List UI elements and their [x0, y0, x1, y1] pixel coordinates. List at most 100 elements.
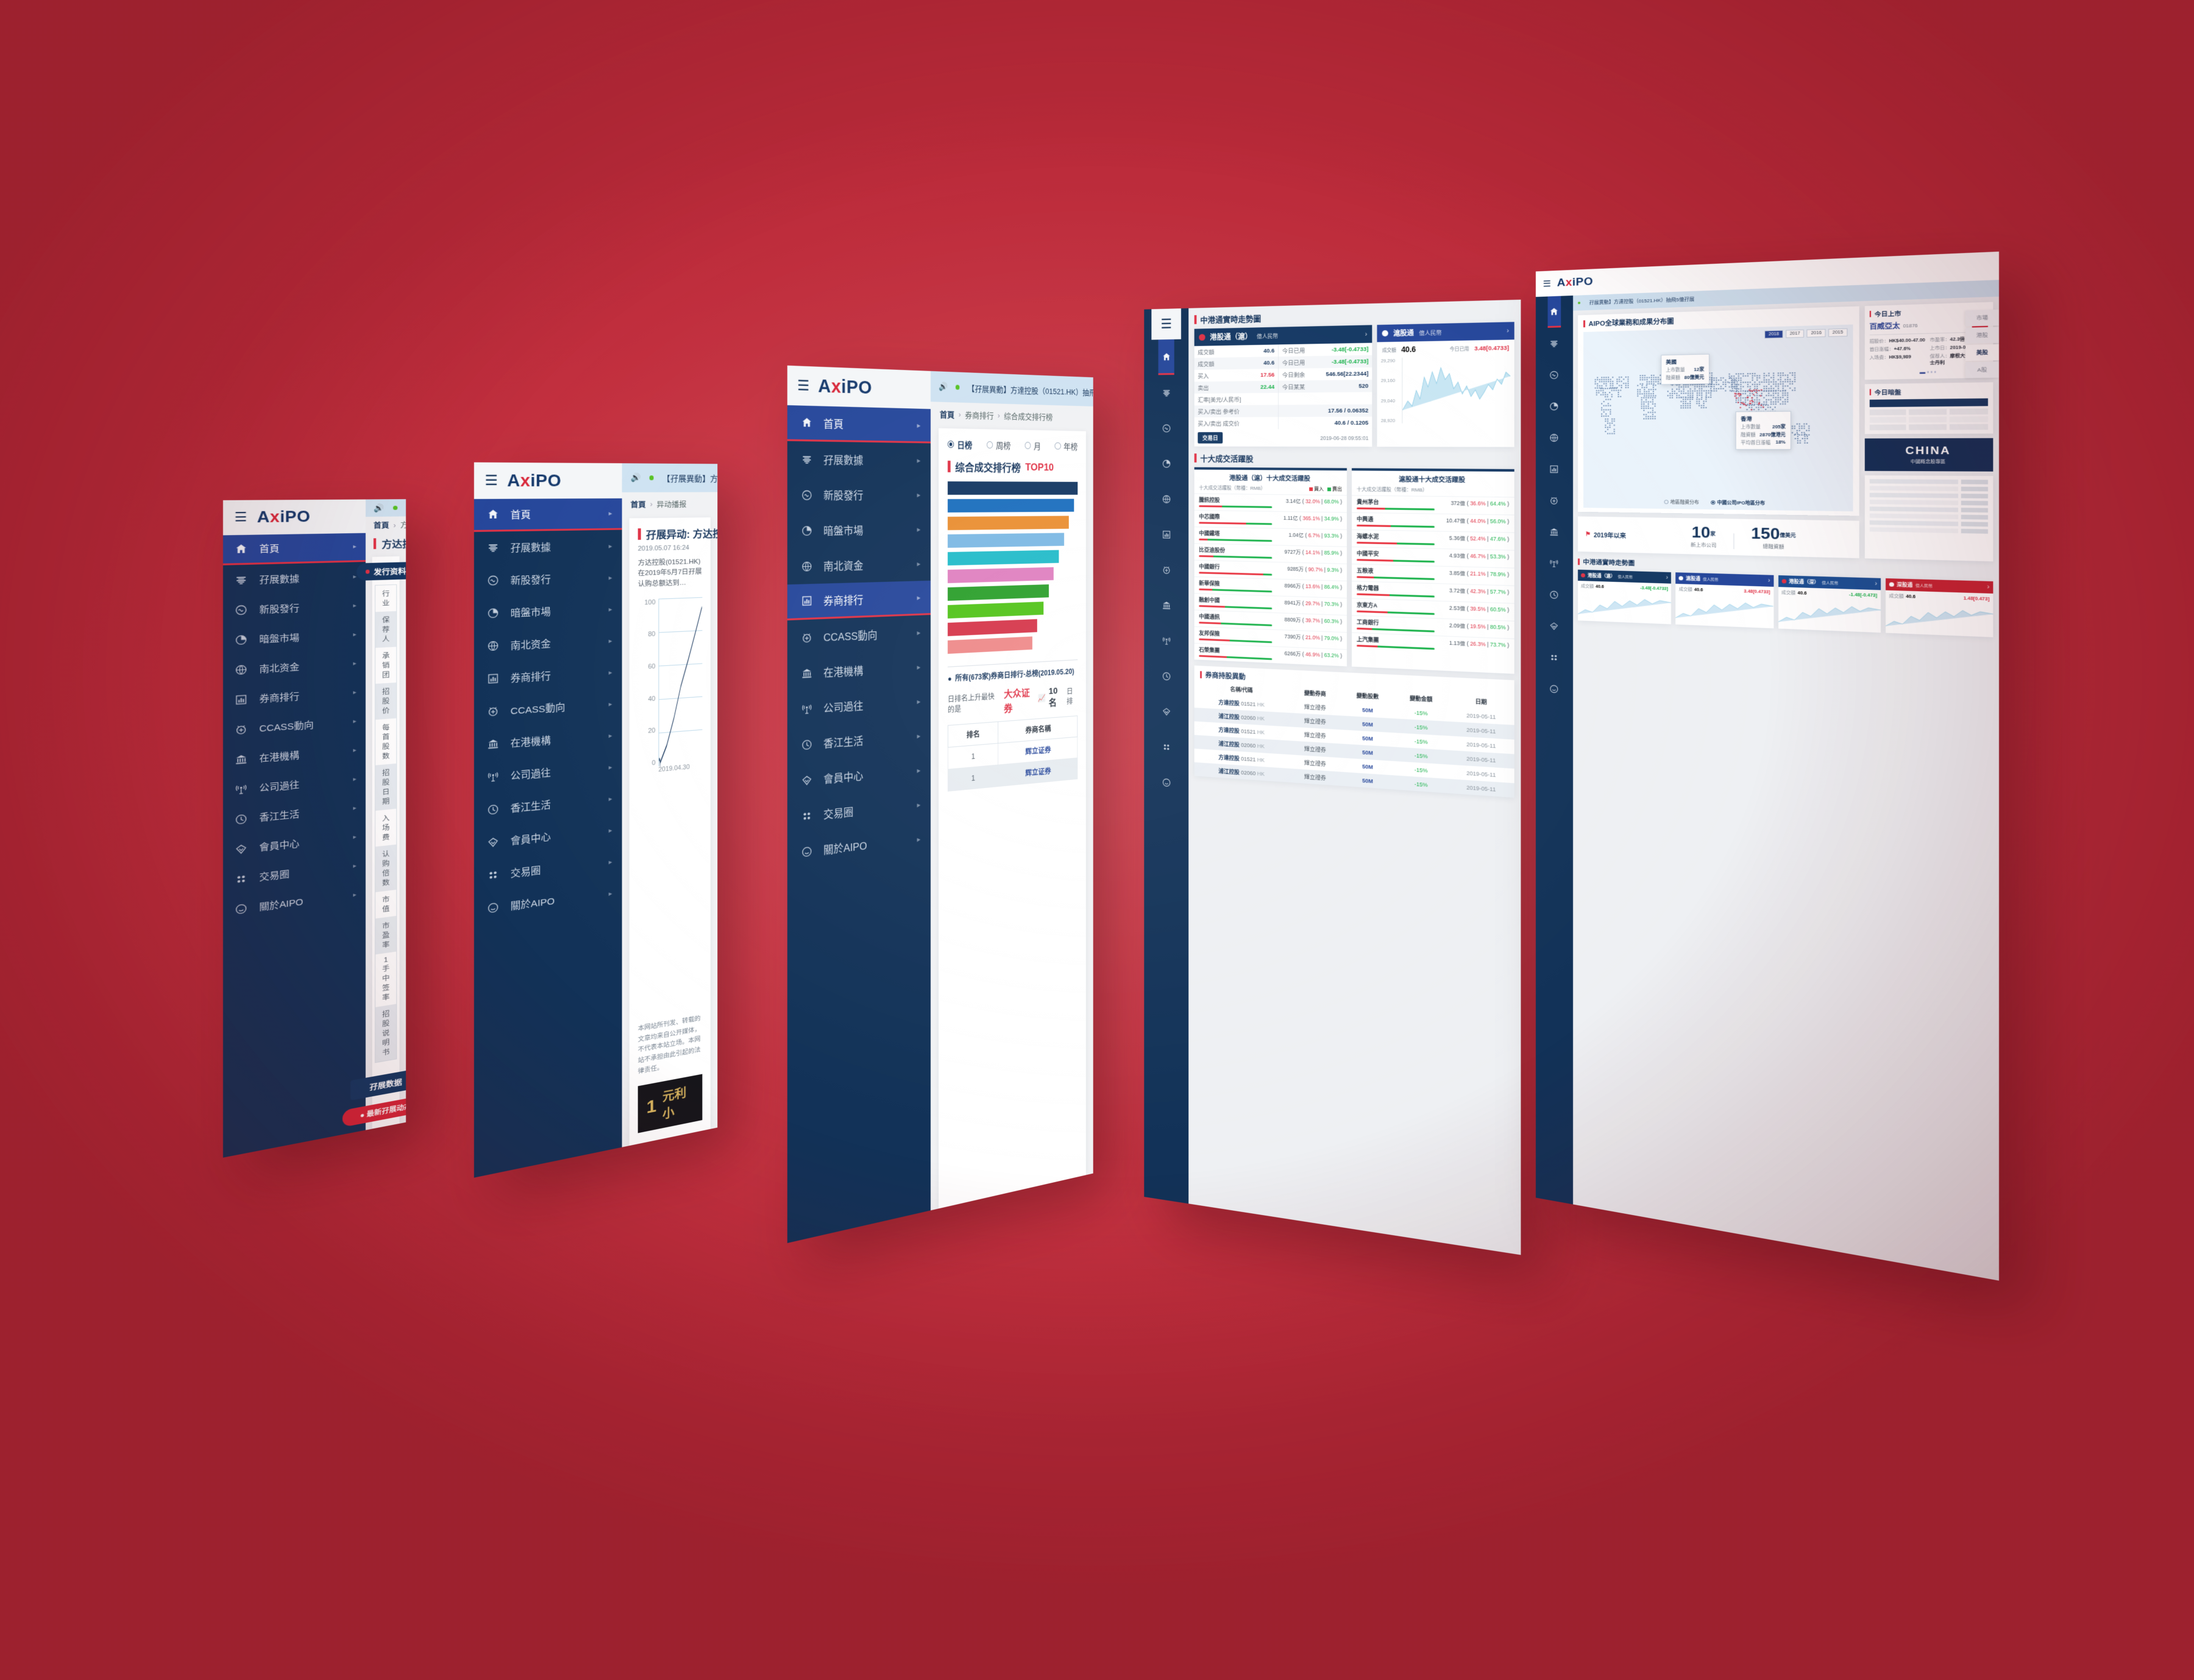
sidebar-item-label: 公司過往: [511, 761, 600, 782]
sidebar-item-8[interactable]: [1547, 547, 1561, 579]
map-legend-radio[interactable]: 中國公司IPO地區分布: [1711, 499, 1765, 506]
list-item[interactable]: [1869, 493, 1988, 498]
radio-3[interactable]: 年榜: [1055, 440, 1078, 452]
sidebar-item-1[interactable]: 孖展數據 ▸: [787, 441, 931, 478]
sidebar-item-5[interactable]: [1159, 517, 1174, 553]
chevron-right-icon[interactable]: ›: [1507, 327, 1509, 335]
collapse-menu-icon[interactable]: ☰: [1543, 279, 1551, 288]
connect-card[interactable]: 港股通（滬） 億人民幣 › 成交額 40.6 -3.48[-0.4733]: [1578, 570, 1671, 625]
sidebar-item-5[interactable]: [1547, 453, 1561, 485]
sidebar-item-6[interactable]: [1547, 484, 1561, 516]
chevron-right-icon[interactable]: ›: [1365, 330, 1368, 338]
market-rail-tab[interactable]: A股: [1965, 361, 1999, 378]
breadcrumb-item[interactable]: 方达控股: [400, 520, 406, 530]
sidebar-item-1[interactable]: [1159, 375, 1174, 410]
sidebar-item-0[interactable]: [1547, 296, 1561, 328]
sidebar-item-12[interactable]: [1159, 764, 1174, 801]
connect-card[interactable]: 港股通（深） 億人民幣 › 成交額 40.6 -1.48[-0.473]: [1778, 575, 1881, 633]
breadcrumb-item[interactable]: 首頁: [374, 520, 389, 531]
market-rail-tab[interactable]: 美股: [1965, 344, 1999, 361]
chevron-right-icon[interactable]: ›: [1666, 575, 1668, 581]
list-item[interactable]: [1869, 520, 1988, 526]
wave-icon: [1159, 422, 1174, 434]
sidebar-item-7[interactable]: [1547, 516, 1561, 548]
collapse-menu-icon[interactable]: ☰: [1160, 317, 1171, 331]
sidebar-item-11[interactable]: [1547, 641, 1561, 673]
chevron-right-icon[interactable]: ›: [1768, 578, 1770, 584]
sidebar-item-8[interactable]: [1159, 623, 1174, 659]
connect-card[interactable]: 滬股通 億人民幣 › 成交額 40.6 3.48[0.4733]: [1675, 572, 1773, 628]
sidebar-item-10[interactable]: [1159, 693, 1174, 730]
sidebar-item-3[interactable]: [1547, 391, 1561, 422]
grid-icon: [798, 809, 815, 823]
map-year-tab[interactable]: 2017: [1786, 330, 1804, 338]
market-rail-tab[interactable]: 市場: [1965, 310, 1999, 327]
chevron-right-icon[interactable]: ›: [1987, 584, 1989, 591]
chevron-right-icon[interactable]: ›: [1875, 581, 1877, 587]
sidebar-item-12[interactable]: [1547, 673, 1561, 705]
trade-date-button[interactable]: 交易日: [1198, 432, 1223, 444]
sidebar-item-7[interactable]: [1159, 587, 1174, 623]
world-map[interactable]: 2018 2017 2016 2015: [1583, 325, 1853, 512]
map-year-tab[interactable]: 2018: [1765, 330, 1783, 339]
map-year-tab[interactable]: 2015: [1828, 328, 1847, 337]
announcement-ticker[interactable]: 🔊 【孖展異動】方達控股（01521.HK）抽飛5億孖展: [622, 463, 718, 492]
map-year-tab[interactable]: 2016: [1807, 329, 1826, 338]
sidebar-item-1[interactable]: [1547, 327, 1561, 359]
radio-2[interactable]: 月: [1024, 439, 1041, 452]
china-banner[interactable]: CHINA 中國概念股專區: [1864, 438, 1993, 472]
sidebar-item-0[interactable]: 首頁 ▸: [223, 533, 366, 565]
stock-name: 格力電器: [1357, 583, 1379, 592]
sidebar-item-3[interactable]: [1159, 446, 1174, 481]
announcement-ticker[interactable]: 🔊 【孖展異動】方達控股（01521.HK）抽飛5億孖展 · 富途證券: [931, 371, 1093, 406]
promo-banner[interactable]: 1 元利小: [638, 1074, 703, 1133]
radio-label: 年榜: [1063, 440, 1077, 452]
sidebar-item-9[interactable]: [1159, 658, 1174, 694]
collapse-menu-icon[interactable]: ☰: [235, 511, 247, 524]
stock-name[interactable]: 百威亞太: [1869, 321, 1900, 331]
sidebar-item-0[interactable]: [1159, 339, 1174, 375]
sidebar-item-2[interactable]: [1159, 410, 1174, 445]
radio-0[interactable]: 日榜: [948, 438, 972, 451]
sidebar-item-4[interactable]: [1547, 422, 1561, 453]
chevron-right-icon: ▸: [353, 660, 357, 667]
breadcrumb-item[interactable]: 券商排行: [965, 409, 993, 421]
amount: 5.36億 ( 52.4% | 47.6% ): [1449, 534, 1509, 543]
sidebar-item-4[interactable]: 南北資金 ▸: [787, 546, 931, 584]
sidebar-item-0[interactable]: 首頁 ▸: [787, 405, 931, 444]
sidebar-item-2[interactable]: 新股發行 ▸: [787, 477, 931, 513]
sidebar-item-11[interactable]: [1159, 729, 1174, 765]
sidebar-item-9[interactable]: [1547, 579, 1561, 611]
list-item[interactable]: [1869, 479, 1988, 484]
breadcrumb-item[interactable]: 异动播报: [656, 498, 686, 509]
connect-card[interactable]: 深股通 億人民幣 › 成交額 40.6 1.48[0.473]: [1886, 578, 1993, 637]
breadcrumb-item[interactable]: 首頁: [631, 498, 646, 510]
stat-value: 10: [1692, 523, 1711, 541]
list-item[interactable]: [1869, 486, 1988, 491]
list-item[interactable]: 貴州茅台 372億 ( 36.6% | 64.4% ): [1352, 495, 1514, 514]
list-item[interactable]: [1869, 514, 1988, 520]
chevron-right-icon: ▸: [609, 542, 612, 550]
radio-1[interactable]: 周榜: [987, 439, 1010, 451]
list-item[interactable]: [1869, 500, 1988, 505]
sidebar-item-2[interactable]: [1547, 359, 1561, 391]
collapse-menu-icon[interactable]: ☰: [797, 378, 809, 393]
sidebar-item-1[interactable]: 孖展數據 ▸: [474, 530, 622, 564]
list-item[interactable]: [1869, 527, 1988, 534]
list-item[interactable]: [1869, 506, 1988, 512]
sidebar-item-2[interactable]: 新股發行 ▸: [474, 561, 622, 598]
sidebar-item-0[interactable]: 首頁 ▸: [474, 498, 622, 532]
sidebar-item-6[interactable]: [1159, 552, 1174, 588]
list-item[interactable]: 騰訊控股 3.14亿 ( 32.0% | 68.0% ): [1195, 494, 1347, 512]
sidebar-item-3[interactable]: 暗盤市場 ▸: [787, 512, 931, 548]
announcement-ticker[interactable]: 🔊 【孖展異動】方達控股: [366, 499, 406, 517]
sidebar-item-5[interactable]: 券商排行 ▸: [787, 581, 931, 620]
map-legend-radio[interactable]: 地區融資分布: [1664, 498, 1699, 506]
market-rail-tab[interactable]: 港股: [1965, 327, 1999, 344]
sidebar-item-10[interactable]: [1547, 610, 1561, 642]
breadcrumb-item[interactable]: 综合成交排行榜: [1004, 410, 1053, 423]
sidebar-item-1[interactable]: 孖展數據 ▸: [223, 562, 366, 595]
collapse-menu-icon[interactable]: ☰: [485, 473, 498, 487]
sidebar-item-4[interactable]: [1159, 481, 1174, 517]
breadcrumb-item[interactable]: 首頁: [940, 408, 954, 420]
